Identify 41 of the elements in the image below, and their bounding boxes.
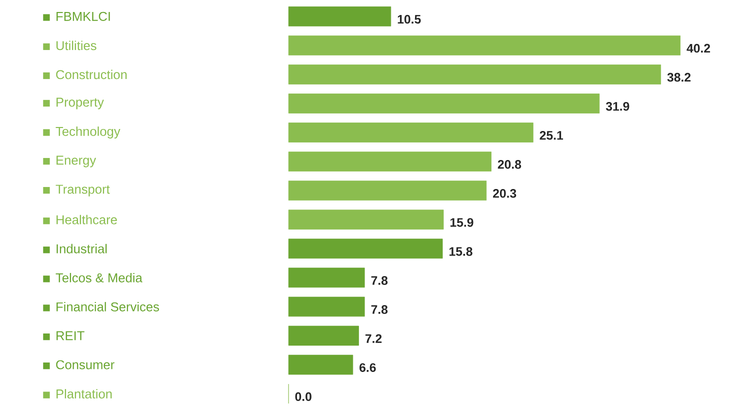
bar	[288, 268, 365, 288]
data-label: 6.6	[360, 363, 376, 372]
y-tick-label: Construction	[56, 70, 127, 80]
y-tick-label: Plantation	[56, 389, 112, 398]
y-tick-label: Technology	[56, 126, 120, 138]
bar	[288, 296, 365, 317]
y-tick-label: Financial Services	[56, 302, 160, 312]
y-tick-label: Energy	[56, 156, 96, 168]
y-tick-label: Transport	[56, 184, 110, 196]
y-tick-label: Healthcare	[56, 214, 117, 224]
y-tick-label: FBMKLCI	[56, 12, 110, 21]
data-label: 40.2	[686, 44, 710, 53]
bar	[288, 6, 392, 26]
bar	[288, 354, 354, 375]
bar	[288, 238, 443, 259]
bar	[288, 326, 359, 346]
data-label: 20.3	[493, 189, 516, 198]
data-label: 7.8	[371, 276, 388, 285]
bar	[288, 180, 487, 200]
y-tick-label: Property	[56, 98, 104, 110]
data-label: 20.8	[498, 160, 522, 169]
data-label: 10.5	[398, 14, 421, 24]
y-tick-label: Consumer	[56, 360, 114, 370]
y-tick-label: Utilities	[56, 40, 96, 50]
data-label: 31.9	[606, 102, 630, 111]
y-tick-label: Industrial	[56, 244, 107, 254]
data-label: 15.8	[450, 247, 472, 256]
data-label: 15.9	[450, 218, 474, 227]
bar	[288, 94, 600, 114]
data-label: 38.2	[667, 72, 691, 82]
bar	[288, 210, 444, 230]
bar	[288, 36, 680, 56]
y-tick-label: Telcos & Media	[56, 272, 142, 282]
bar	[288, 64, 661, 84]
bar	[288, 122, 534, 142]
data-label: 7.2	[365, 334, 382, 343]
bar	[288, 152, 492, 172]
data-label: 25.1	[540, 130, 564, 140]
data-label: 0.0	[295, 392, 312, 401]
y-tick-label: REIT	[56, 331, 84, 340]
data-label: 7.8	[371, 305, 388, 314]
